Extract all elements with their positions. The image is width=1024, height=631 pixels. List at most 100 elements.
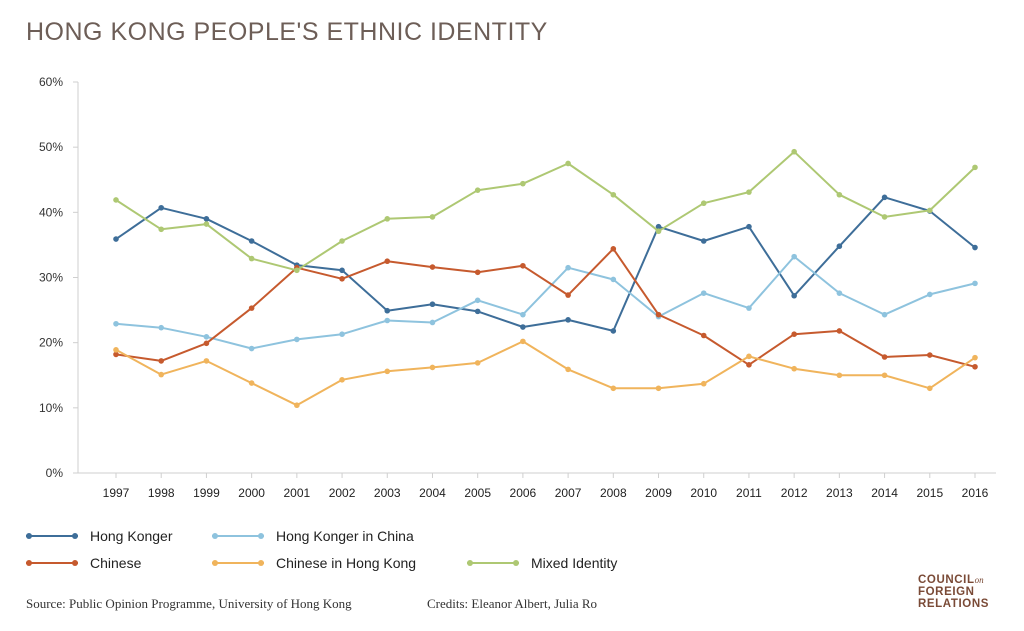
data-point-chinese-in-hong-kong: [248, 380, 255, 386]
legend-item-mixed-identity: Mixed Identity: [467, 555, 617, 571]
credits-note: Credits: Eleanor Albert, Julia Ro: [427, 596, 598, 611]
data-point-chinese-in-hong-kong: [655, 385, 662, 392]
data-point-hong-konger-in-china: [836, 290, 843, 296]
legend-swatch: [212, 557, 264, 569]
logo-line3: RELATIONS: [918, 598, 989, 610]
legend-label: Mixed Identity: [531, 555, 618, 571]
x-tick-label: 2012: [781, 486, 808, 500]
data-point-chinese: [248, 305, 255, 311]
data-point-chinese: [203, 340, 210, 347]
data-point-chinese-in-hong-kong: [700, 380, 707, 387]
legend-item-chinese-in-hong-kong: Chinese in Hong Kong: [212, 555, 416, 571]
data-point-hong-konger: [113, 236, 119, 242]
x-tick-label: 2016: [962, 486, 989, 500]
legend-item-hong-konger-in-china: Hong Konger in China: [212, 528, 414, 544]
cfr-logo: COUNCILon FOREIGN RELATIONS: [918, 574, 1008, 610]
data-point-mixed-identity: [474, 187, 481, 193]
legend-line: [26, 562, 78, 564]
data-point-chinese: [520, 262, 526, 269]
x-tick-label: 2013: [826, 486, 853, 500]
data-point-mixed-identity: [926, 207, 933, 214]
data-point-mixed-identity: [294, 267, 300, 274]
data-point-hong-konger-in-china: [248, 345, 255, 352]
data-point-chinese: [700, 332, 707, 339]
data-point-chinese: [474, 269, 481, 276]
series-line-chinese: [115, 247, 976, 368]
data-point-chinese: [339, 276, 345, 282]
data-point-chinese: [565, 292, 571, 298]
data-point-chinese-in-hong-kong: [520, 338, 526, 345]
data-point-chinese: [836, 328, 843, 334]
legend-dot: [212, 560, 218, 566]
legend-dot: [72, 560, 78, 566]
legend-line: [26, 535, 78, 537]
legend-label: Hong Konger: [90, 528, 173, 544]
legend-label: Hong Konger in China: [276, 528, 414, 544]
x-tick-label: 2010: [690, 486, 717, 500]
series-line-hong-konger: [115, 196, 976, 332]
x-tick-label: 2007: [555, 486, 582, 500]
data-point-chinese: [384, 258, 391, 265]
x-tick-label: 1997: [103, 486, 130, 500]
data-point-hong-konger: [339, 267, 345, 274]
data-point-hong-konger-in-china: [294, 336, 300, 343]
data-point-hong-konger-in-china: [113, 320, 119, 327]
data-point-chinese-in-hong-kong: [113, 347, 119, 353]
logo-line2: FOREIGN: [918, 586, 975, 598]
data-point-chinese-in-hong-kong: [565, 366, 571, 373]
data-point-chinese-in-hong-kong: [429, 364, 436, 371]
legend-label: Chinese in Hong Kong: [276, 555, 417, 571]
data-point-hong-konger-in-china: [926, 291, 933, 298]
data-point-hong-konger: [791, 292, 797, 299]
data-point-mixed-identity: [746, 189, 752, 195]
data-point-hong-konger-in-china: [158, 324, 165, 331]
data-point-chinese-in-hong-kong: [836, 372, 843, 379]
data-point-mixed-identity: [610, 191, 617, 198]
x-tick-label: 2005: [464, 486, 491, 500]
data-point-hong-konger: [203, 216, 210, 222]
data-point-mixed-identity: [248, 255, 255, 262]
x-tick-label: 2009: [645, 486, 672, 500]
data-point-hong-konger: [972, 244, 978, 251]
data-point-chinese: [791, 331, 797, 337]
data-point-chinese: [429, 264, 436, 270]
data-point-hong-konger: [429, 301, 436, 308]
data-point-chinese: [158, 358, 165, 364]
data-point-hong-konger-in-china: [429, 319, 436, 326]
data-point-mixed-identity: [565, 160, 571, 167]
x-tick-label: 2004: [419, 486, 446, 500]
data-point-hong-konger-in-china: [700, 290, 707, 296]
x-tick-label: 1998: [148, 486, 175, 500]
data-point-chinese-in-hong-kong: [881, 372, 888, 379]
source-note: Source: Public Opinion Programme, Univer…: [26, 596, 352, 611]
data-point-chinese-in-hong-kong: [203, 358, 210, 364]
legend-dot: [258, 560, 264, 566]
data-point-chinese: [610, 246, 617, 252]
data-point-chinese: [881, 354, 888, 360]
legend-dot: [513, 560, 519, 566]
series-line-chinese-in-hong-kong: [115, 340, 976, 407]
y-tick-label: 30%: [39, 271, 63, 285]
data-point-hong-konger-in-china: [339, 331, 345, 337]
logo-line1-suffix: on: [974, 575, 984, 585]
data-point-chinese-in-hong-kong: [158, 371, 165, 378]
data-point-mixed-identity: [158, 226, 165, 233]
data-point-hong-konger-in-china: [203, 334, 210, 340]
legend-dot: [212, 533, 218, 539]
x-tick-label: 2014: [871, 486, 898, 500]
data-point-hong-konger-in-china: [881, 311, 888, 318]
data-point-mixed-identity: [339, 238, 345, 244]
data-point-hong-konger: [565, 317, 571, 323]
legend-swatch: [212, 530, 264, 542]
line-chart: 0% 10% 20% 30% 40% 50% 60% 1997 1998 1999 2000 2001…: [39, 75, 996, 500]
data-point-chinese-in-hong-kong: [294, 402, 300, 409]
data-point-chinese-in-hong-kong: [972, 354, 978, 361]
y-tick-label: 20%: [39, 336, 63, 350]
data-point-hong-konger-in-china: [384, 317, 391, 324]
legend-dot: [258, 533, 264, 539]
legend-line: [212, 535, 264, 537]
legend-item-chinese: Chinese: [26, 555, 141, 571]
data-point-mixed-identity: [700, 200, 707, 207]
data-point-hong-konger-in-china: [474, 297, 481, 304]
data-point-hong-konger-in-china: [565, 264, 571, 271]
